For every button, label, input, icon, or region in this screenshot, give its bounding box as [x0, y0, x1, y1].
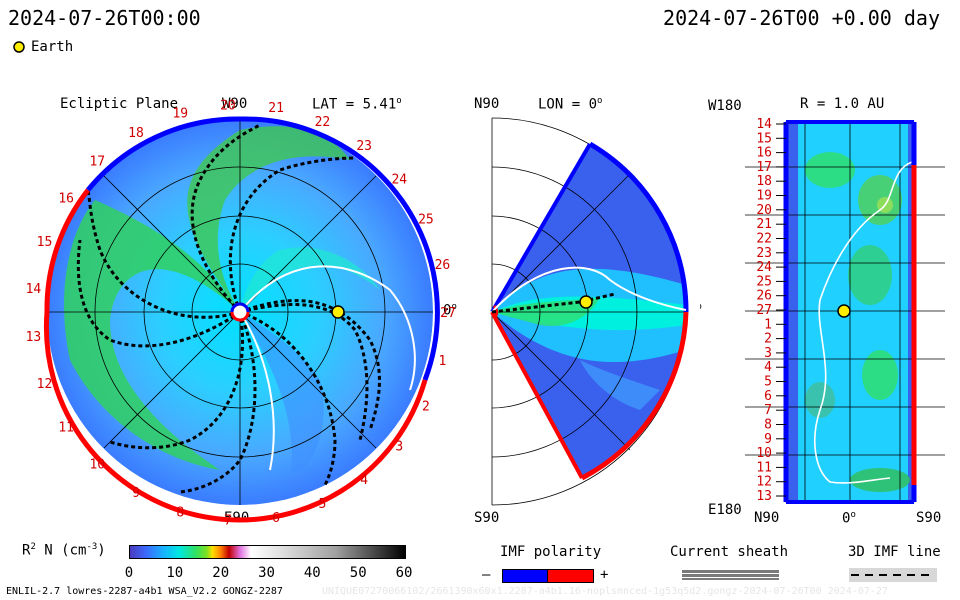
carrington-label: 13 [26, 330, 42, 345]
carrington-label: 22 [315, 115, 331, 130]
earth-marker-ecliptic [331, 305, 345, 319]
carrington-label: 5 [318, 497, 326, 512]
radial-y-label: 3 [764, 346, 772, 361]
carrington-label: 1 [438, 354, 446, 369]
meridional-plane-plot [480, 110, 700, 510]
carrington-label: 9 [132, 486, 140, 501]
carrington-label: 8 [176, 505, 184, 520]
radial-y-label: 13 [756, 489, 772, 504]
radial-top-label: W180 [708, 98, 742, 114]
radial-latlon-plot: 1415161718192021222324252627123456789101… [745, 117, 945, 504]
earth-legend-label: Earth [31, 39, 74, 55]
radial-x-label-s90: S90 [916, 510, 942, 526]
carrington-label: 14 [26, 282, 42, 297]
carrington-label: 11 [58, 420, 74, 435]
earth-marker-meridional [579, 295, 593, 309]
carrington-label: 16 [58, 192, 74, 207]
ecliptic-lat-label: LAT = 5.41o [312, 96, 402, 113]
radial-y-label: 22 [756, 232, 772, 247]
carrington-label: 7 [224, 514, 232, 529]
imf-polarity-positive-swatch [547, 569, 594, 583]
radial-y-label: 19 [756, 189, 772, 204]
carrington-label: 19 [172, 107, 188, 122]
radial-y-label: 21 [756, 217, 772, 232]
radial-y-label: 15 [756, 131, 772, 146]
carrington-label: 10 [89, 457, 105, 472]
current-sheath-title: Current sheath [670, 544, 789, 560]
radial-y-label: 14 [756, 117, 772, 132]
meridional-top-label: N90 [474, 96, 500, 112]
earth-legend-icon [13, 41, 25, 53]
meridional-lon-label: LON = 0o [538, 96, 603, 113]
current-sheath-swatch [682, 570, 779, 580]
radial-y-label: 1 [764, 317, 772, 332]
radial-y-label: 25 [756, 274, 772, 289]
radial-y-label: 4 [764, 360, 772, 375]
radial-y-label: 27 [756, 303, 772, 318]
radial-y-label: 24 [756, 260, 772, 275]
carrington-label: 20 [220, 98, 236, 113]
imf-line-title: 3D IMF line [848, 544, 941, 560]
colorbar-tick-label: 10 [166, 565, 183, 581]
left-timestamp: 2024-07-26T00:00 [8, 6, 201, 30]
radial-y-label: 7 [764, 403, 772, 418]
colorbar-tick-label: 40 [304, 565, 321, 581]
ecliptic-top-label: W90 [222, 96, 248, 112]
imf-line-swatch [849, 568, 937, 582]
carrington-label: 2 [422, 399, 430, 414]
colorbar-title: R2 N (cm-3) [22, 542, 106, 559]
colorbar-ticks: 0 10 20 30 40 50 60 [125, 565, 413, 581]
radial-y-label: 9 [764, 432, 772, 447]
carrington-label: 17 [89, 155, 105, 170]
carrington-label: 3 [395, 440, 403, 455]
radial-r-label: R = 1.0 AU [800, 96, 885, 112]
radial-y-label: 12 [756, 475, 772, 490]
radial-bottom-label: E180 [708, 502, 742, 518]
imf-polarity-negative-swatch [502, 569, 549, 583]
radial-y-label: 20 [756, 203, 772, 218]
carrington-label: 12 [37, 377, 53, 392]
carrington-label: 15 [37, 235, 53, 250]
radial-y-label: 8 [764, 418, 772, 433]
colorbar-gradient [129, 545, 406, 559]
radial-y-label: 18 [756, 174, 772, 189]
imf-polarity-title: IMF polarity [500, 544, 602, 560]
meridional-bottom-label: S90 [474, 510, 500, 526]
radial-y-label: 26 [756, 289, 772, 304]
colorbar-tick-label: 0 [125, 565, 133, 581]
right-timestamp: 2024-07-26T00 +0.00 day [663, 6, 940, 30]
footer-run-id: UNIQUE07270066102/2661390x60x1.2287-a4b1… [322, 586, 888, 597]
radial-y-label: 23 [756, 246, 772, 261]
footer-model-info: ENLIL-2.7 lowres-2287-a4b1 WSA_V2.2 GONG… [6, 586, 283, 597]
carrington-label: 21 [268, 101, 284, 116]
imf-polarity-plus: + [600, 567, 609, 583]
radial-y-label: 2 [764, 332, 772, 347]
radial-y-label: 17 [756, 160, 772, 175]
colorbar-tick-label: 50 [350, 565, 367, 581]
carrington-label: 26 [435, 258, 451, 273]
earth-marker-radial [837, 304, 851, 318]
carrington-label: 24 [391, 172, 407, 187]
carrington-label: 23 [356, 139, 372, 154]
carrington-label: 27 [440, 306, 456, 321]
radial-y-label: 16 [756, 146, 772, 161]
colorbar-tick-label: 30 [258, 565, 275, 581]
radial-y-label: 10 [756, 446, 772, 461]
carrington-label: 25 [418, 213, 434, 228]
radial-y-label: 11 [756, 460, 772, 475]
colorbar-tick-label: 60 [396, 565, 413, 581]
ecliptic-title: Ecliptic Plane [60, 96, 179, 112]
carrington-label: 4 [360, 473, 368, 488]
carrington-label: 6 [272, 511, 280, 526]
radial-x-label-n90: N90 [754, 510, 780, 526]
radial-y-label: 6 [764, 389, 772, 404]
carrington-label: 18 [128, 126, 144, 141]
radial-x-label-0: 0o [842, 510, 856, 527]
colorbar-tick-label: 20 [212, 565, 229, 581]
ecliptic-right-label: 0o [443, 302, 457, 319]
radial-y-label: 5 [764, 375, 772, 390]
imf-polarity-minus: – [482, 567, 491, 583]
